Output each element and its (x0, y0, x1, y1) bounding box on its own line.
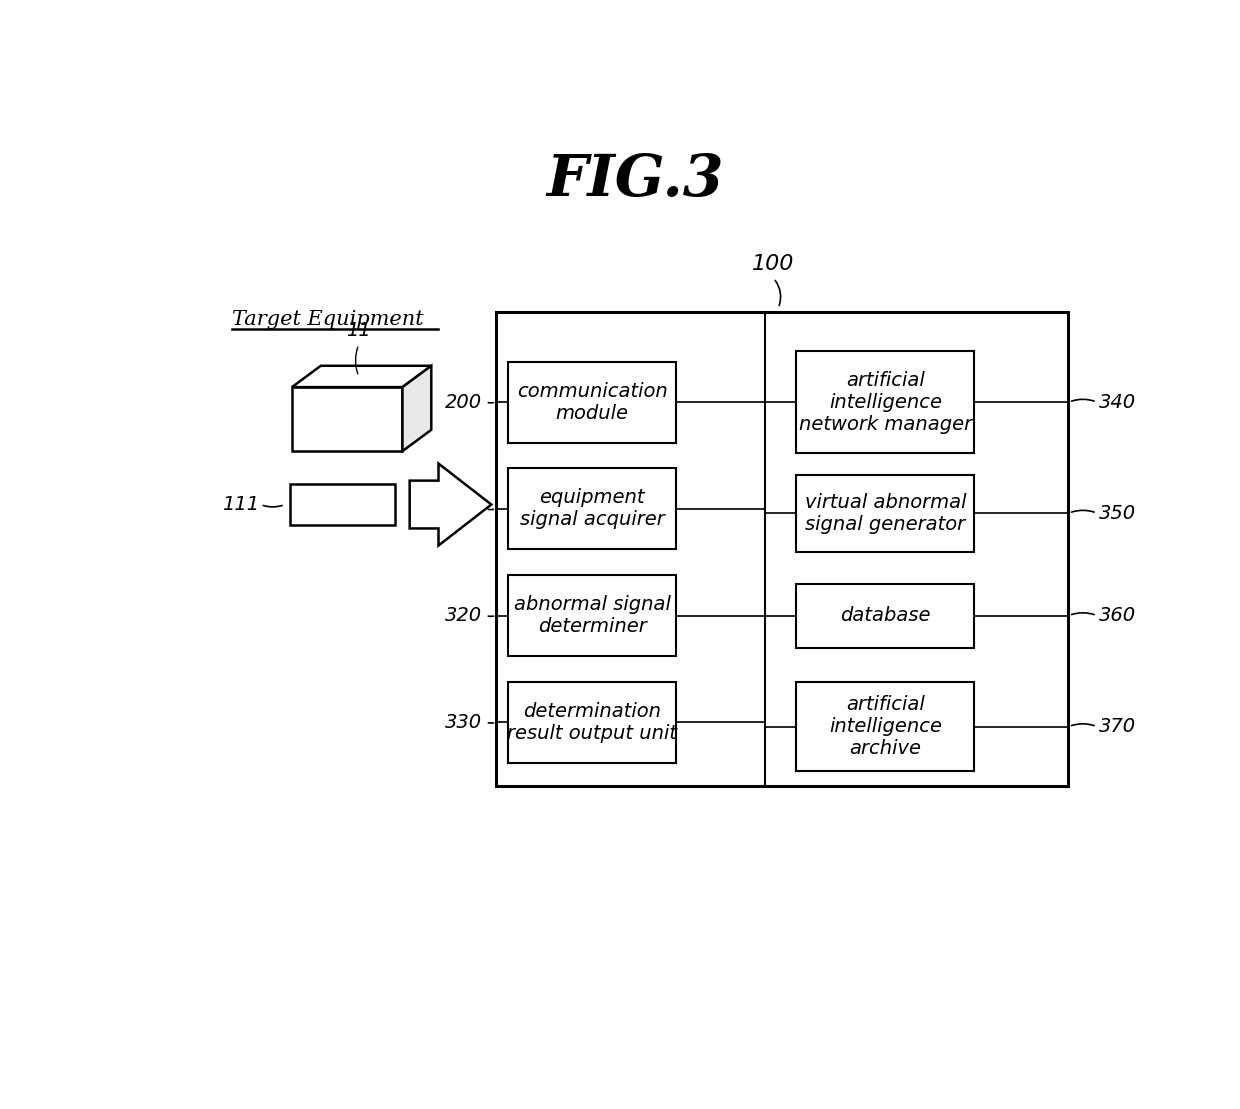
Text: 350: 350 (1099, 503, 1136, 522)
Polygon shape (291, 366, 432, 387)
Text: virtual abnormal
signal generator: virtual abnormal signal generator (805, 492, 966, 533)
Bar (496, 313, 1068, 786)
Text: 100: 100 (753, 254, 795, 274)
Text: 330: 330 (445, 713, 481, 732)
Bar (796, 350, 975, 454)
Text: 360: 360 (1099, 606, 1136, 625)
Text: 111: 111 (222, 495, 259, 515)
Text: Target Equipment: Target Equipment (232, 311, 424, 329)
Bar (796, 583, 975, 648)
Text: database: database (841, 606, 930, 625)
Text: artificial
intelligence
network manager: artificial intelligence network manager (799, 370, 972, 434)
Text: 340: 340 (1099, 393, 1136, 411)
Text: equipment
signal acquirer: equipment signal acquirer (520, 488, 665, 529)
Text: 310: 310 (445, 499, 481, 518)
Bar (796, 682, 975, 772)
Text: abnormal signal
determiner: abnormal signal determiner (513, 596, 671, 637)
Text: 320: 320 (445, 606, 481, 625)
Text: 11: 11 (346, 322, 371, 340)
Polygon shape (409, 464, 491, 546)
Bar (508, 362, 676, 442)
Polygon shape (403, 366, 432, 451)
Bar (290, 484, 396, 525)
Text: 370: 370 (1099, 718, 1136, 736)
Text: artificial
intelligence
archive: artificial intelligence archive (828, 695, 942, 759)
Bar (508, 574, 676, 657)
Bar (796, 475, 975, 551)
Text: 200: 200 (445, 393, 481, 411)
Text: FIG.3: FIG.3 (547, 152, 724, 208)
Bar (291, 387, 403, 451)
Text: determination
result output unit: determination result output unit (507, 702, 677, 743)
Text: communication
module: communication module (517, 381, 667, 423)
Bar (508, 468, 676, 549)
Bar (508, 682, 676, 763)
